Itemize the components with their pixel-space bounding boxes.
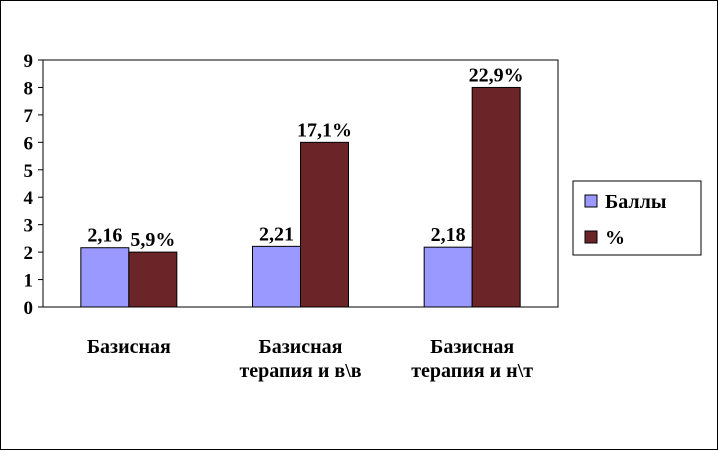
y-tick-label: 4 [24,188,34,209]
category-label: терапия и н\т [411,360,533,382]
legend-entry: Баллы [605,191,667,213]
y-tick-label: 0 [24,298,34,319]
y-tick-label: 1 [24,271,34,292]
data-label: 22,9% [469,64,524,86]
legend-entry: % [605,227,625,249]
bar-percent [471,86,521,308]
legend: Баллы% [572,180,702,256]
y-tick-label: 8 [24,78,34,99]
y-tick-label: 9 [24,51,34,72]
data-label: 5,9% [130,229,175,251]
data-label: 2,16 [87,225,122,247]
bar-points [80,247,130,308]
data-label: 2,18 [431,224,466,246]
data-label: 2,21 [259,223,294,245]
bar-points [252,245,301,308]
y-tick-label: 2 [24,243,34,264]
category-label: Базисная [87,336,171,358]
bar-points [423,246,473,308]
category-label: Базисная [258,336,342,358]
category-label: Базисная [430,336,514,358]
data-labels: 2,16 5,9% 2,21 17,1% 2,18 22,9% [87,64,523,251]
y-tick-label: 5 [24,161,34,182]
y-tick-label: 3 [24,216,34,237]
data-label: 17,1% [297,119,352,141]
bar-percent [300,141,349,308]
y-tick-label: 7 [24,106,34,127]
bar-percent [128,251,178,308]
bars [80,86,521,308]
category-label: терапия и в\в [239,360,361,382]
legend-swatch [584,230,598,244]
legend-swatch [584,194,598,208]
y-tick-label: 6 [24,133,34,154]
